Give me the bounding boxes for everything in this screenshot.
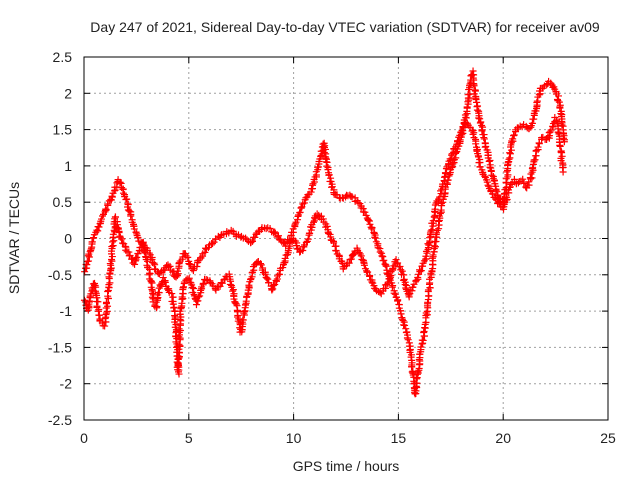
y-tick-label: 0.5 [53,194,73,210]
data-point [263,275,270,282]
x-tick-label: 15 [391,430,407,446]
data-point [474,107,481,114]
y-tick-label: 1 [64,158,72,174]
data-point [401,322,408,329]
data-point [126,208,133,215]
data-point [394,297,401,304]
x-tick-label: 10 [286,430,302,446]
y-tick-label: -1.5 [48,339,72,355]
x-tick-label: 5 [185,430,193,446]
data-point [193,301,200,308]
y-tick-label: -1 [60,303,73,319]
x-tick-label: 0 [80,430,88,446]
data-point [481,135,488,142]
x-tick-label: 25 [600,430,616,446]
data-point [276,271,283,278]
data-point [511,131,518,138]
data-point [310,180,317,187]
x-axis-label: GPS time / hours [293,458,400,474]
y-tick-label: 2.5 [53,49,73,65]
y-tick-label: -2 [60,376,73,392]
tick-labels: 0 5 10 15 20 25 -2.5 -2 -1.5 -1 -0.5 0 0.5 1 1.5 2 2.5 [48,49,616,446]
y-tick-label: 0 [64,231,72,247]
data-point [127,212,134,219]
chart-title: Day 247 of 2021, Sidereal Day-to-day VTE… [90,19,600,35]
data-point [428,226,435,233]
data-point [507,150,514,157]
data-point [442,169,449,176]
data-point [122,247,129,254]
data-point [94,298,101,305]
data-point [323,163,330,170]
data-point [435,218,442,225]
data-point [486,158,493,165]
data-point [557,143,564,150]
data-point [560,169,567,176]
x-tick-label: 20 [495,430,511,446]
data-point [120,190,127,197]
data-point [426,234,433,241]
data-point [533,147,540,154]
data-point [306,230,313,237]
grid-lines [84,57,608,420]
chart: Day 247 of 2021, Sidereal Day-to-day VTE… [0,0,640,480]
data-point [503,175,510,182]
y-tick-label: -0.5 [48,267,72,283]
y-tick-label: 1.5 [53,122,73,138]
y-tick-label: 2 [64,85,72,101]
y-tick-label: -2.5 [48,412,72,428]
data-point [104,288,111,295]
data-point [109,238,116,245]
data-point [405,336,412,343]
y-axis-label: SDTVAR / TECUs [6,182,22,294]
data-point [106,279,113,286]
data-point [298,204,305,211]
